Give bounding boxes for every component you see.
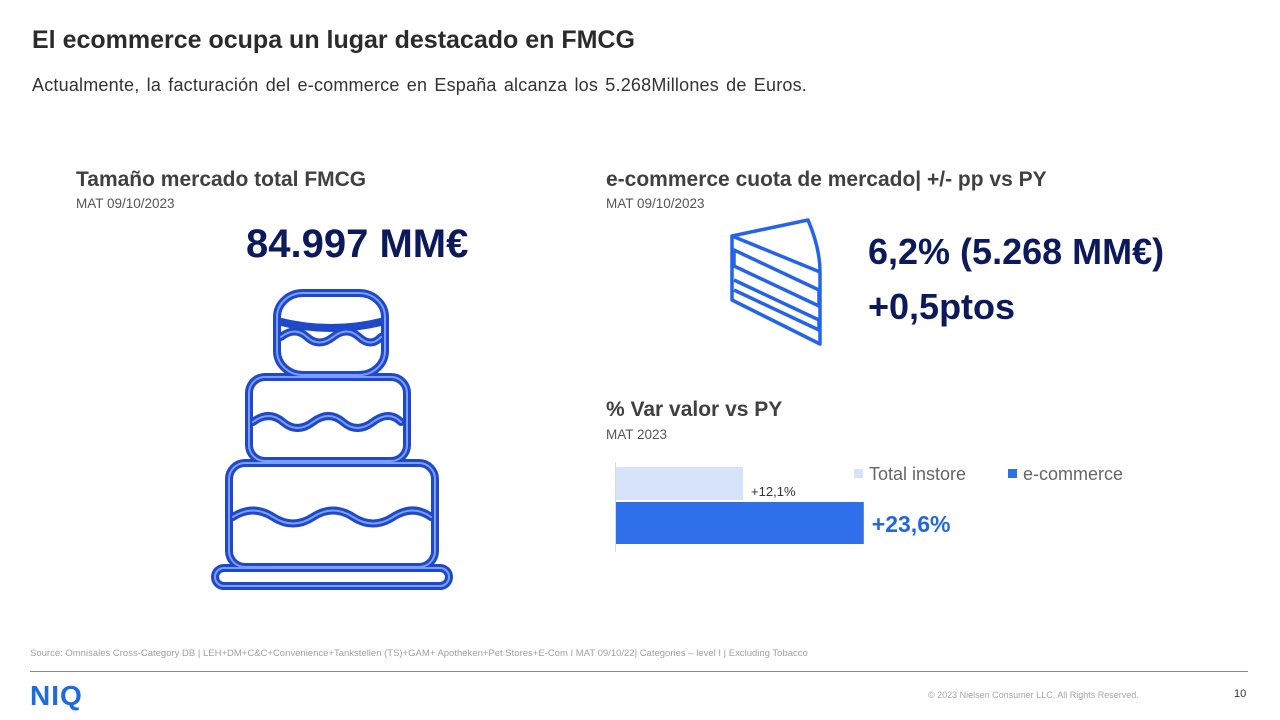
ecommerce-share-value: 6,2% (5.268 MM€) bbox=[868, 231, 1165, 272]
legend-label-total-instore: Total instore bbox=[869, 464, 966, 484]
var-value-title: % Var valor vs PY bbox=[606, 398, 783, 421]
niq-logo: NIQ bbox=[30, 680, 83, 711]
ecommerce-share-delta: +0,5ptos bbox=[868, 286, 1016, 327]
ecommerce-share-period: MAT 09/10/2023 bbox=[606, 196, 705, 211]
bar-e-commerce bbox=[616, 502, 864, 544]
cake-icon bbox=[211, 289, 453, 590]
var-value-period: MAT 2023 bbox=[606, 427, 668, 442]
page-title: El ecommerce ocupa un lugar destacado en… bbox=[32, 26, 635, 54]
ecommerce-share-title: e-commerce cuota de mercado| +/- pp vs P… bbox=[606, 168, 1047, 191]
copyright-text: © 2023 Nielsen Consumer LLC. All Rights … bbox=[928, 690, 1139, 700]
source-note: Source: Omnisales Cross-Category DB | LE… bbox=[30, 648, 808, 659]
bar-label-e-commerce: +23,6% bbox=[872, 511, 951, 537]
legend-swatch-e-commerce bbox=[1008, 469, 1017, 478]
page-number: 10 bbox=[1234, 688, 1247, 700]
page-subtitle: Actualmente, la facturación del e-commer… bbox=[32, 75, 807, 95]
bar-label-total-instore: +12,1% bbox=[751, 484, 796, 499]
market-size-period: MAT 09/10/2023 bbox=[76, 196, 175, 211]
legend-label-e-commerce: e-commerce bbox=[1023, 464, 1123, 484]
market-size-value: 84.997 MM€ bbox=[246, 222, 469, 266]
bar-total-instore bbox=[616, 467, 744, 500]
market-size-title: Tamaño mercado total FMCG bbox=[76, 168, 367, 191]
var-bar-chart: +12,1% +23,6% Total instore e-commerce bbox=[615, 462, 1123, 552]
footer-divider bbox=[30, 671, 1248, 672]
legend-swatch-total-instore bbox=[854, 469, 863, 478]
cake-slice-icon bbox=[730, 218, 822, 346]
